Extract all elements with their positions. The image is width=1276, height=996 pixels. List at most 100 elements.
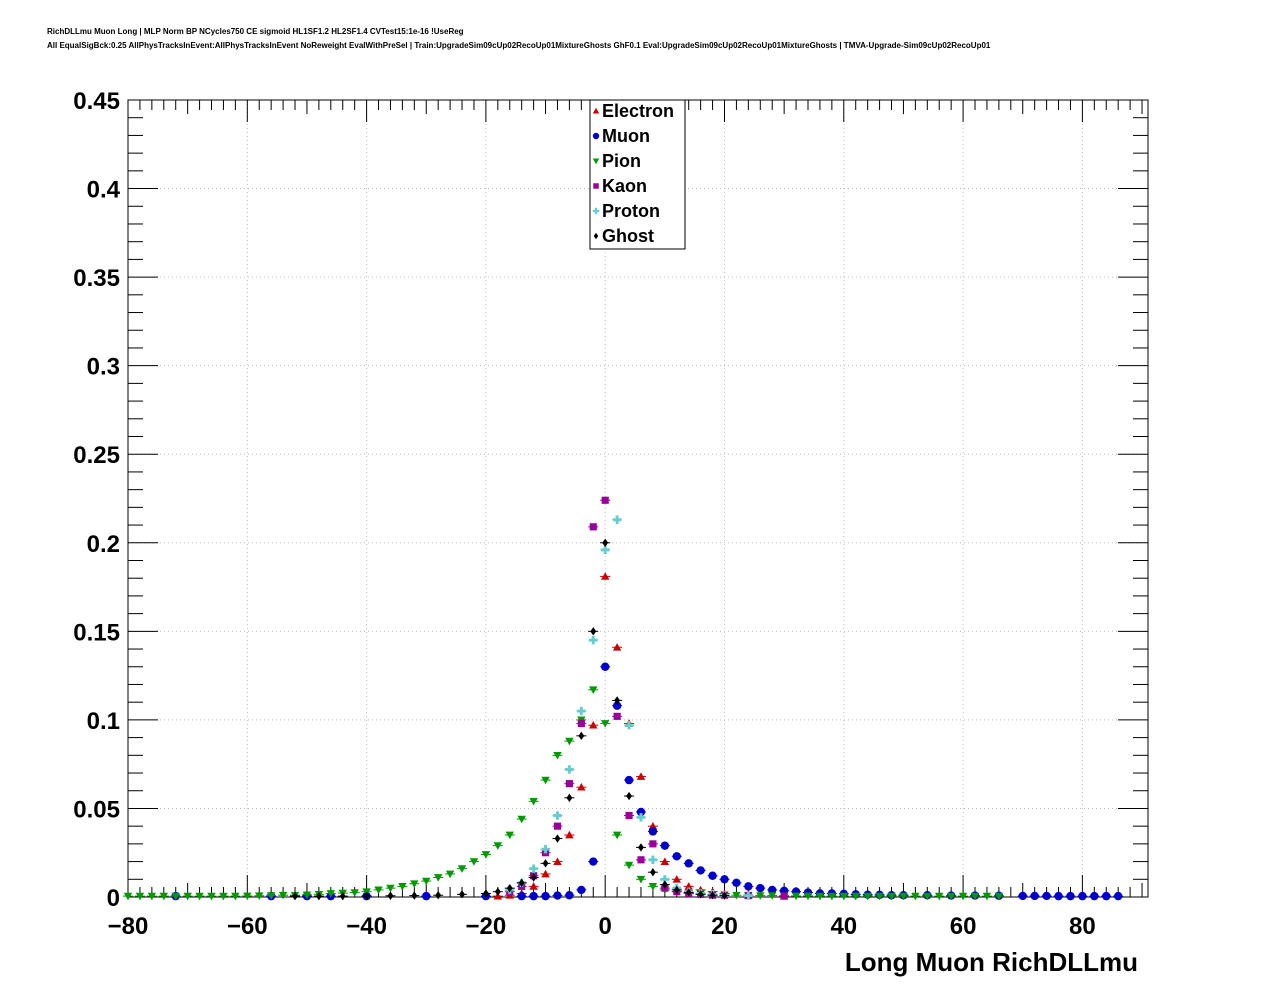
data-point (613, 712, 621, 720)
data-point (1054, 891, 1063, 901)
data-point (875, 892, 884, 901)
data-point (851, 892, 860, 901)
data-point (614, 696, 621, 705)
legend-entry-pion: Pion (602, 151, 641, 171)
data-point (601, 496, 609, 504)
data-point (1066, 891, 1075, 901)
data-point (626, 791, 632, 801)
data-point (183, 892, 192, 901)
legend-entry-muon: Muon (602, 126, 650, 146)
data-point (636, 875, 646, 884)
x-tick-label: −20 (466, 913, 507, 940)
data-point (578, 731, 585, 741)
data-point (648, 883, 658, 891)
data-point (147, 892, 157, 901)
data-points (123, 496, 1124, 901)
data-point (625, 811, 633, 820)
data-point (541, 844, 550, 854)
series-kaon (504, 496, 790, 900)
data-point (482, 889, 489, 898)
data-point (529, 891, 538, 901)
data-point (612, 831, 622, 840)
data-point (768, 885, 777, 895)
data-point (839, 892, 848, 901)
series-ghost (290, 538, 730, 901)
data-point (720, 875, 729, 884)
data-point (422, 891, 431, 901)
data-point (433, 874, 443, 882)
data-point (326, 890, 336, 898)
legend-entry-electron: Electron (602, 101, 674, 121)
data-point (589, 523, 597, 531)
data-point (600, 545, 610, 555)
data-point (577, 885, 586, 895)
data-point (696, 866, 705, 875)
axes: −80 −60 −40 −20 0 20 40 60 80 0 0.05 0.1 0.15 0.2 0.25… (73, 88, 1149, 940)
data-point (577, 706, 586, 716)
data-point (565, 830, 574, 839)
data-point (363, 891, 370, 901)
data-point (553, 811, 562, 820)
data-point (612, 701, 622, 710)
data-point (589, 721, 598, 729)
data-point (565, 780, 573, 788)
data-point (958, 892, 968, 901)
data-point (1090, 891, 1099, 901)
data-point (923, 892, 932, 901)
x-tick-label: 80 (1069, 913, 1096, 940)
data-point (636, 807, 646, 817)
legend-marker (592, 132, 600, 140)
data-point (638, 843, 644, 852)
data-point (982, 892, 992, 901)
data-point (494, 887, 501, 896)
data-point (589, 686, 598, 694)
data-point (672, 852, 681, 861)
data-point (624, 775, 634, 785)
data-point (553, 751, 562, 760)
data-point (589, 857, 598, 866)
data-point (1102, 891, 1111, 901)
data-point (315, 891, 322, 901)
x-tick-label: −60 (227, 913, 268, 940)
data-point (756, 892, 765, 900)
series-muon (170, 662, 1124, 901)
chart-title-line-2: All EqualSigBck:0.25 AllPhysTracksInEven… (47, 41, 991, 50)
y-tick-label: 0.15 (73, 619, 120, 646)
data-point (386, 884, 395, 893)
data-point (493, 842, 503, 850)
data-point (541, 891, 550, 901)
data-point (887, 892, 896, 901)
data-point (994, 892, 1004, 901)
data-point (732, 878, 741, 888)
data-point (459, 890, 465, 899)
legend-marker (592, 158, 600, 165)
data-point (768, 892, 777, 900)
data-point (780, 892, 788, 900)
data-point (435, 891, 442, 900)
data-point (1018, 891, 1027, 901)
data-point (422, 877, 431, 886)
y-tick-label: 0.25 (73, 442, 120, 469)
chart-title-line-1: RichDLLmu Muon Long | MLP Norm BP NCycle… (47, 27, 464, 36)
data-point (410, 880, 419, 888)
data-point (554, 834, 561, 843)
legend: Electron Muon Pion Kaon Proton Ghost (589, 99, 686, 250)
data-point (732, 891, 741, 900)
data-point (529, 798, 538, 806)
data-point (708, 871, 717, 880)
data-point (600, 662, 610, 671)
y-tick-label: 0.2 (87, 531, 120, 558)
data-point (685, 888, 692, 897)
data-point (970, 892, 980, 901)
data-point (612, 515, 622, 524)
data-point (1113, 891, 1123, 901)
data-point (541, 776, 550, 785)
data-point (481, 851, 491, 859)
data-point (636, 772, 646, 780)
data-point (553, 891, 562, 900)
data-point (243, 892, 252, 901)
legend-marker (592, 107, 600, 114)
data-point (565, 765, 574, 774)
data-point (637, 856, 645, 864)
